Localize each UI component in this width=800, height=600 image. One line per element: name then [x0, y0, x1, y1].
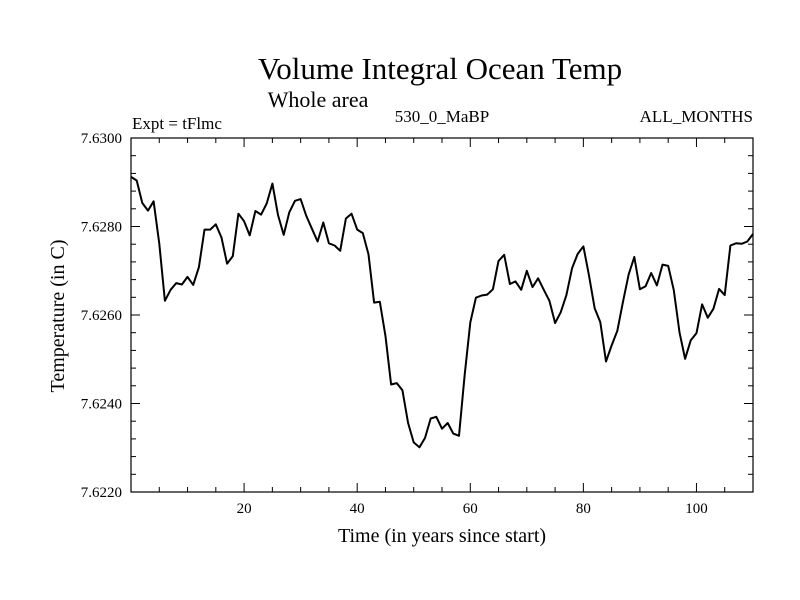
x-tick-label: 60 [463, 501, 478, 517]
axis-ticks [131, 137, 753, 493]
chart-subtitle: Whole area [268, 87, 369, 112]
y-tick-label: 7.6280 [81, 220, 122, 236]
x-tick-label: 100 [685, 501, 708, 517]
y-tick-label: 7.6240 [81, 397, 122, 413]
chart-title: Volume Integral Ocean Temp [258, 51, 622, 86]
months-label: ALL_MONTHS [640, 107, 753, 126]
period-label: 530_0_MaBP [395, 107, 489, 126]
temperature-series-line [130, 176, 754, 449]
x-tick-label: 40 [350, 501, 365, 517]
y-tick-label: 7.6220 [81, 485, 122, 501]
plot-frame [130, 137, 754, 493]
x-tick-label: 20 [237, 501, 252, 517]
y-tick-label: 7.6300 [81, 131, 122, 147]
y-tick-label: 7.6260 [81, 308, 122, 324]
y-axis-label: Temperature (in C) [47, 240, 69, 393]
x-axis-label: Time (in years since start) [338, 525, 546, 547]
axis-tick-labels: 20 40 60 80 100 7.6220 7.6240 7.6260 7.6280 7.630… [81, 131, 708, 517]
x-tick-label: 80 [576, 501, 591, 517]
experiment-label: Expt = tFlmc [132, 114, 222, 133]
